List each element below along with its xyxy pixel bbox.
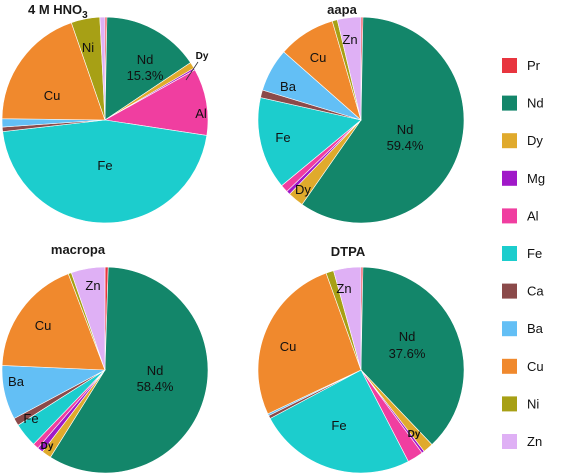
slice-label-cu: Cu (44, 88, 61, 103)
pie-slice-cu (1, 273, 106, 371)
legend-label-zn: Zn (527, 434, 542, 449)
pie-aapa-labels: Nd 59.4% Dy Fe Ba Cu Zn (275, 32, 423, 197)
pie-dtpa-labels: Nd 37.6% Dy Fe Cu Zn (280, 281, 426, 440)
chart-title-hno3: 4 M HNO3 (28, 2, 88, 21)
slice-label-fe: Fe (275, 130, 290, 145)
pie-slice-al (104, 69, 209, 136)
slice-label-al: Al (195, 106, 207, 121)
slice-label-cu: Cu (35, 318, 52, 333)
slice-label-zn: Zn (85, 278, 100, 293)
pie-slice-nd (360, 266, 465, 446)
slice-label-cu: Cu (310, 50, 327, 65)
dy-leader-line (185, 61, 199, 81)
slice-label-zn: Zn (342, 32, 357, 47)
slice-label-ni: Ni (82, 40, 94, 55)
pie-hno3-labels: Nd 15.3% Dy Al Fe Cu Ni (44, 40, 209, 173)
pie-slice-zn (70, 266, 106, 371)
chart-title-dtpa: DTPA (331, 244, 366, 259)
pie-slice-fe (257, 97, 362, 187)
slice-label-zn: Zn (336, 281, 351, 296)
pie-slice-cu (257, 272, 362, 415)
legend: Pr Nd Dy Mg Al Fe Ca Ba Cu Ni Zn (502, 58, 545, 449)
legend-label-dy: Dy (527, 133, 543, 148)
legend-swatch-ba (502, 321, 517, 337)
slice-label-ba: Ba (8, 374, 25, 389)
legend-swatch-nd (502, 95, 517, 111)
slice-label-dy: Dy (408, 429, 421, 440)
slice-value-nd: 59.4% (387, 138, 424, 153)
pie-macropa-labels: Nd 58.4% Dy Fe Ba Cu Zn (8, 278, 174, 452)
legend-swatch-mg (502, 170, 517, 186)
pie-slice-fe (2, 119, 208, 224)
pie-slice-zn (336, 16, 362, 121)
pie-slice-cu (1, 22, 106, 121)
legend-swatch-dy (502, 133, 517, 149)
chart-title-aapa: aapa (327, 2, 357, 17)
pie-slice-zn (333, 266, 362, 371)
pie-slice-nd (301, 16, 465, 224)
pie-slice-zn (99, 16, 106, 121)
slice-label-nd: Nd (399, 329, 416, 344)
pie-hno3 (1, 16, 209, 224)
pie-aapa (257, 16, 465, 224)
legend-label-ba: Ba (527, 321, 544, 336)
slice-label-fe: Fe (23, 411, 38, 426)
slice-value-nd: 37.6% (389, 346, 426, 361)
slice-value-nd: 58.4% (137, 379, 174, 394)
slice-label-dy: Dy (295, 182, 311, 197)
slice-label-nd: Nd (137, 52, 154, 67)
legend-label-ca: Ca (527, 284, 544, 299)
pie-dtpa (257, 266, 465, 473)
legend-label-mg: Mg (527, 171, 545, 186)
legend-label-pr: Pr (527, 58, 541, 73)
legend-swatch-ni (502, 396, 517, 412)
legend-label-al: Al (527, 208, 539, 223)
legend-swatch-zn (502, 434, 517, 449)
slice-label-nd: Nd (147, 363, 164, 378)
slice-label-ba: Ba (280, 79, 297, 94)
chart-title-macropa: macropa (51, 242, 106, 257)
legend-swatch-pr (502, 58, 517, 73)
legend-label-fe: Fe (527, 246, 542, 261)
slice-label-cu: Cu (280, 339, 297, 354)
pie-slice-fe (269, 369, 409, 473)
legend-swatch-cu (502, 358, 517, 374)
pie-macropa (1, 266, 209, 473)
slice-label-nd: Nd (397, 122, 414, 137)
legend-label-nd: Nd (527, 96, 544, 111)
legend-label-cu: Cu (527, 359, 544, 374)
slice-label-dy: Dy (41, 441, 54, 452)
legend-swatch-al (502, 208, 517, 224)
slice-label-fe: Fe (97, 158, 112, 173)
pie-slice-nd (104, 16, 191, 121)
slice-label-fe: Fe (331, 418, 346, 433)
legend-swatch-fe (502, 246, 517, 261)
slice-value-nd: 15.3% (127, 68, 164, 83)
legend-swatch-ca (502, 283, 517, 299)
slice-label-dy: Dy (196, 51, 209, 62)
legend-label-ni: Ni (527, 396, 539, 411)
